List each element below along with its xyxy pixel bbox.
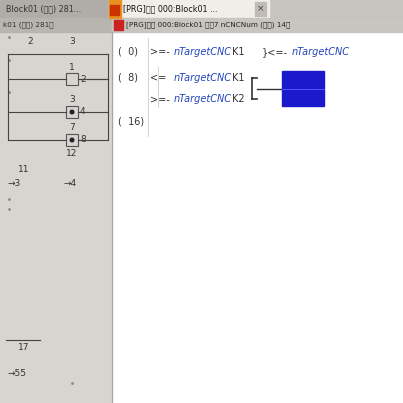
- Bar: [112, 32, 403, 403]
- Text: 2: 2: [27, 37, 33, 46]
- Text: ×: ×: [257, 4, 264, 13]
- Text: 2: 2: [80, 75, 85, 83]
- Text: [PRG]读取 000:Block01 步号7 nCNCNum (只读) 14步: [PRG]读取 000:Block01 步号7 nCNCNum (只读) 14步: [126, 22, 291, 28]
- Bar: [0, 0, 108, 18]
- Text: (  16): ( 16): [118, 117, 144, 127]
- Text: nTargetCNC: nTargetCNC: [174, 94, 232, 104]
- Circle shape: [70, 138, 74, 142]
- Bar: [66, 106, 78, 118]
- Text: K1: K1: [232, 73, 245, 83]
- Text: }<=-: }<=-: [262, 47, 288, 57]
- Text: 7: 7: [69, 123, 75, 131]
- Text: 17: 17: [18, 343, 29, 353]
- Bar: [282, 71, 324, 106]
- Text: >=-: >=-: [150, 94, 170, 104]
- Text: K2: K2: [232, 94, 245, 104]
- Bar: [66, 134, 78, 146]
- Text: <=: <=: [150, 73, 166, 83]
- Text: 11: 11: [18, 166, 29, 174]
- Bar: [0, 0, 403, 18]
- Bar: [110, 5, 119, 15]
- Bar: [0, 18, 403, 32]
- Bar: [112, 18, 403, 32]
- Bar: [109, 0, 121, 18]
- Text: (  8): ( 8): [118, 73, 138, 83]
- Text: nTargetCNC: nTargetCNC: [292, 47, 350, 57]
- Text: nTargetCNC: nTargetCNC: [174, 73, 232, 83]
- Text: 3: 3: [69, 96, 75, 104]
- Bar: [114, 20, 123, 30]
- Text: nTargetCNC: nTargetCNC: [174, 47, 232, 57]
- Circle shape: [70, 110, 74, 114]
- Text: 12: 12: [66, 150, 78, 158]
- Text: K1: K1: [232, 47, 245, 57]
- Text: [PRG]读取 000:Block01 ...: [PRG]读取 000:Block01 ...: [123, 4, 218, 13]
- Bar: [0, 32, 112, 403]
- Text: Block01 (只读) 281...: Block01 (只读) 281...: [6, 4, 81, 13]
- Bar: [255, 2, 266, 16]
- Text: (  0): ( 0): [118, 47, 138, 57]
- Text: 1: 1: [69, 62, 75, 71]
- Bar: [109, 0, 269, 18]
- Text: 8: 8: [80, 135, 86, 145]
- Bar: [66, 73, 78, 85]
- Text: >=-: >=-: [150, 47, 170, 57]
- Text: 4: 4: [80, 108, 85, 116]
- Text: →4: →4: [64, 179, 77, 189]
- Text: →55: →55: [8, 368, 27, 378]
- Bar: [0, 18, 112, 32]
- Text: k01 (只读) 281步: k01 (只读) 281步: [3, 22, 54, 28]
- Text: 3: 3: [69, 37, 75, 46]
- Text: →3: →3: [8, 179, 21, 189]
